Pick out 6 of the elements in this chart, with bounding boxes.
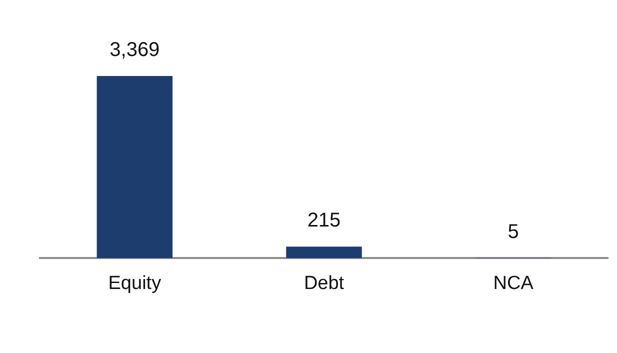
- data-label: 5: [508, 220, 519, 243]
- x-tick-label: NCA: [493, 272, 534, 294]
- x-tick-label: Equity: [108, 272, 162, 294]
- data-label: 3,369: [110, 39, 160, 61]
- data-label: 215: [307, 210, 341, 232]
- x-tick-label: Debt: [304, 272, 345, 294]
